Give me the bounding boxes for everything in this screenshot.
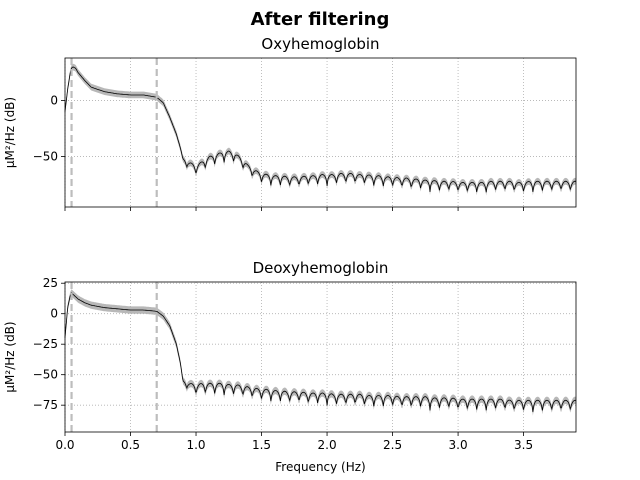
x-tick-label: 0.5	[121, 438, 140, 452]
y-tick-label: 0	[50, 307, 58, 321]
axes-frame	[64, 281, 577, 433]
y-tick-label: −50	[33, 368, 58, 382]
x-axis-label: Frequency (Hz)	[275, 460, 366, 474]
x-tick-label: 1.5	[252, 438, 271, 452]
figure-suptitle: After filtering	[251, 9, 390, 30]
psd-line	[64, 292, 577, 413]
y-axis-label: µM²/Hz (dB)	[3, 321, 17, 392]
y-tick-label: 0	[50, 94, 58, 108]
x-tick-label: 0.0	[55, 438, 74, 452]
y-tick-label: −75	[33, 398, 58, 412]
x-tick-label: 3.5	[514, 438, 533, 452]
y-tick-label: −25	[33, 337, 58, 351]
x-tick-label: 1.0	[186, 438, 205, 452]
chart-title: Oxyhemoglobin	[261, 35, 379, 53]
psd-line	[64, 66, 577, 193]
y-tick-label: −50	[33, 150, 58, 164]
x-tick-label: 3.0	[449, 438, 468, 452]
confidence-band	[65, 63, 576, 196]
chart-deoxyhemoglobin: 0.0 0.5 1.0 1.5 2.0 2.5 3.0 3.5 25 0 −25 −50 −75 Deox…	[3, 259, 577, 474]
y-axis-label: µM²/Hz (dB)	[3, 97, 17, 168]
x-tick-label: 2.0	[318, 438, 337, 452]
chart-title: Deoxyhemoglobin	[253, 259, 389, 277]
axes-frame	[64, 57, 577, 208]
y-tick-label: 25	[43, 276, 58, 290]
chart-oxyhemoglobin: 0 −50 Oxyhemoglobin µM²/Hz (dB)	[3, 35, 577, 211]
x-tick-label: 2.5	[383, 438, 402, 452]
confidence-band	[65, 289, 576, 416]
